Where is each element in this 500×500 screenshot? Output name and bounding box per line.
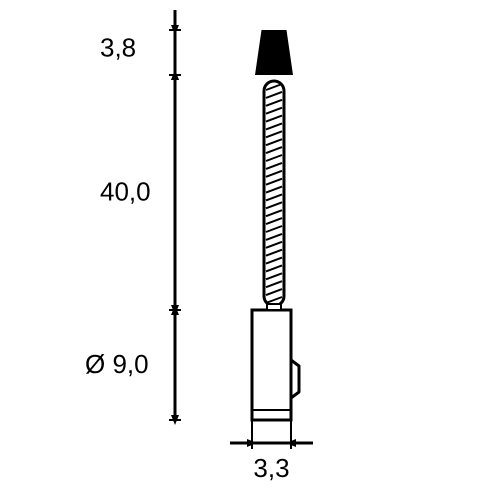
lamp-base: [252, 310, 291, 420]
lamp-cap: [255, 30, 293, 75]
dim-label: 3,3: [253, 453, 289, 483]
dim-label: 3,8: [100, 33, 136, 63]
dimension-drawing: 3,8 40,0 Ø 9,0 3,3: [0, 0, 500, 500]
dim-label: 40,0: [100, 177, 151, 207]
dim-label: Ø 9,0: [85, 349, 149, 379]
flex-tube: [264, 81, 284, 306]
